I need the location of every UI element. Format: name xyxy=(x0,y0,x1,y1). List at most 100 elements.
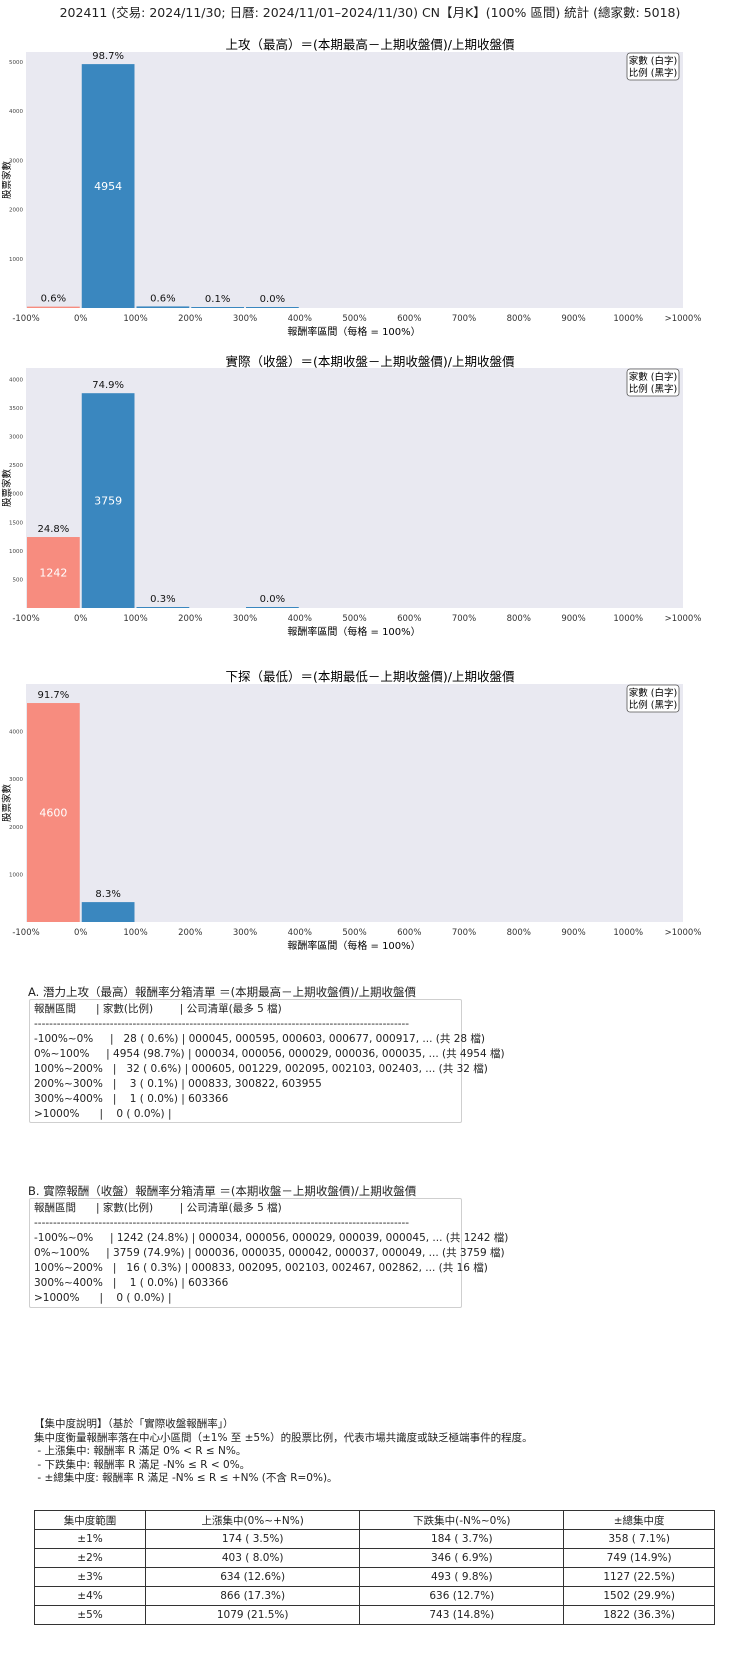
chart-upside: 上攻（最高）＝(本期最高－上期收盤價)/上期收盤價 1000 2000 3000 400… xyxy=(0,34,740,352)
legend-ratio-label: 比例 (黑字) xyxy=(629,383,677,395)
table-header-cell: 上漲集中(0%~+N%) xyxy=(145,1510,361,1530)
chart-upside-svg: 上攻（最高）＝(本期最高－上期收盤價)/上期收盤價 1000 2000 3000 400… xyxy=(1,37,702,338)
x-tick-label: 0% xyxy=(74,928,88,938)
bar-pct-label: 74.9% xyxy=(92,380,124,391)
plot-area xyxy=(26,52,683,308)
table-header-cell: ±總集中度 xyxy=(563,1510,715,1530)
list-a-line: 200%~300% | 3 ( 0.1%) | 000833, 300822, … xyxy=(34,1078,322,1090)
table-header-cell: 集中度範圍 xyxy=(33,1510,147,1530)
table-cell: 634 (12.6%) xyxy=(145,1567,361,1587)
table-cell: ±5% xyxy=(33,1605,147,1625)
table-cell: 184 ( 3.7%) xyxy=(359,1529,565,1549)
table-cell: 1502 (29.9%) xyxy=(563,1586,715,1606)
notes-line: 【集中度說明】（基於「實際收盤報酬率」） xyxy=(34,1418,234,1430)
chart-title: 實際（收盤）＝(本期收盤－上期收盤價)/上期收盤價 xyxy=(226,354,515,369)
list-a-title: A. 潛力上攻（最高）報酬率分箱清單 ＝(本期最高－上期收盤價)/上期收盤價 xyxy=(28,985,416,999)
legend-ratio-label: 比例 (黑字) xyxy=(629,67,677,79)
list-b-line: 300%~400% | 1 ( 0.0%) | 603366 xyxy=(34,1277,229,1289)
y-tick-label: 2000 xyxy=(9,825,23,831)
x-tick-label: 600% xyxy=(397,314,421,324)
table-cell: ±3% xyxy=(33,1567,147,1587)
x-axis-label: 報酬率區間（每格 = 100%） xyxy=(287,625,420,638)
table-cell: 866 (17.3%) xyxy=(145,1586,361,1606)
y-tick-label: 4000 xyxy=(9,730,23,736)
x-tick-label: 100% xyxy=(123,614,147,624)
chart-actual-svg: 實際（收盤）＝(本期收盤－上期收盤價)/上期收盤價 500 1000 1500 2000… xyxy=(1,354,701,638)
y-tick-label: 3000 xyxy=(9,435,23,441)
x-tick-label: 0% xyxy=(74,614,88,624)
concentration-table: 集中度範圍 上漲集中(0%~+N%) 下跌集中(-N%~0%) ±總集中度 ±1% 17… xyxy=(33,1510,715,1625)
legend-frame xyxy=(626,684,680,713)
table-cell: ±2% xyxy=(33,1548,147,1568)
legend-frame xyxy=(626,52,680,81)
x-tick-label: 100% xyxy=(123,314,147,324)
bar-pct-label: 8.3% xyxy=(95,889,120,900)
x-tick-label: 500% xyxy=(342,614,366,624)
y-tick-label: 3000 xyxy=(9,158,23,164)
x-tick-label: 800% xyxy=(507,314,531,324)
x-tick-label: 900% xyxy=(561,314,585,324)
notes-line: - 上漲集中: 報酬率 R 滿足 0% < R ≤ N%。 xyxy=(34,1445,247,1457)
table-cell: 636 (12.7%) xyxy=(359,1586,565,1606)
bar-count-label: 4600 xyxy=(39,807,67,820)
table-row: ±2% 403 ( 8.0%) 346 ( 6.9%) 749 (14.9%) xyxy=(33,1548,715,1568)
table-cell: 749 (14.9%) xyxy=(563,1548,715,1568)
notes-line: - ±總集中度: 報酬率 R 滿足 -N% ≤ R ≤ +N% (不含 R=0%… xyxy=(34,1472,338,1484)
x-tick-label: -100% xyxy=(12,614,39,624)
bar-pct-label: 91.7% xyxy=(37,690,69,701)
x-tick-label: 500% xyxy=(342,928,366,938)
legend-ratio-label: 比例 (黑字) xyxy=(629,699,677,711)
table-cell: 493 ( 9.8%) xyxy=(359,1567,565,1587)
chart-title: 上攻（最高）＝(本期最高－上期收盤價)/上期收盤價 xyxy=(226,37,515,52)
x-tick-label: 800% xyxy=(507,614,531,624)
legend-box: 家數 (白字)比例 (黑字) xyxy=(626,368,680,397)
bar-count-label: 3759 xyxy=(94,495,122,508)
bar xyxy=(81,393,135,608)
x-tick-label: 400% xyxy=(288,614,312,624)
bar-pct-label: 0.6% xyxy=(150,293,175,304)
table-header-row: 集中度範圍 上漲集中(0%~+N%) 下跌集中(-N%~0%) ±總集中度 xyxy=(33,1510,715,1530)
y-tick-label: 3500 xyxy=(9,406,23,412)
table-cell: ±4% xyxy=(33,1586,147,1606)
bar-pct-label: 24.8% xyxy=(37,524,69,535)
list-a-line: >1000% | 0 ( 0.0%) | xyxy=(34,1108,172,1120)
legend-frame xyxy=(626,368,680,397)
x-tick-label: 700% xyxy=(452,614,476,624)
y-tick-label: 2500 xyxy=(9,463,23,469)
bar xyxy=(81,902,135,922)
y-tick-label: 1500 xyxy=(9,520,23,526)
x-tick-label: 300% xyxy=(233,314,257,324)
x-tick-label: 700% xyxy=(452,314,476,324)
bar-pct-label: 0.3% xyxy=(150,594,175,605)
x-tick-label: >1000% xyxy=(665,314,702,324)
x-tick-label: 1000% xyxy=(613,614,643,624)
list-a-line: 0%~100% | 4954 (98.7%) | 000034, 000056,… xyxy=(34,1048,505,1060)
x-axis-label: 報酬率區間（每格 = 100%） xyxy=(287,325,420,338)
table-cell: 174 ( 3.5%) xyxy=(145,1529,361,1549)
y-axis-label: 股票家數 xyxy=(1,469,13,508)
x-tick-label: -100% xyxy=(12,928,39,938)
legend-count-label: 家數 (白字) xyxy=(629,687,677,699)
chart-title: 下探（最低）＝(本期最低－上期收盤價)/上期收盤價 xyxy=(226,669,515,684)
bar xyxy=(136,607,190,608)
bar xyxy=(81,64,135,308)
list-b-line: 0%~100% | 3759 (74.9%) | 000036, 000035,… xyxy=(34,1247,505,1259)
y-tick-label: 1000 xyxy=(9,872,23,878)
y-tick-label: 1000 xyxy=(9,549,23,555)
list-a-line: 100%~200% | 32 ( 0.6%) | 000605, 001229,… xyxy=(34,1063,488,1075)
bar-count-label: 4954 xyxy=(94,180,122,193)
legend-box: 家數 (白字)比例 (黑字) xyxy=(626,684,680,713)
bar xyxy=(246,307,299,308)
concentration-notes: 【集中度說明】（基於「實際收盤報酬率」） 集中度衡量報酬率落在中心小區間（±1% … xyxy=(34,1418,533,1486)
x-tick-label: 1000% xyxy=(613,928,643,938)
legend-box: 家數 (白字)比例 (黑字) xyxy=(626,52,680,81)
table-row: ±1% 174 ( 3.5%) 184 ( 3.7%) 358 ( 7.1%) xyxy=(33,1529,715,1549)
y-tick-label: 4000 xyxy=(9,377,23,383)
x-tick-label: 600% xyxy=(397,928,421,938)
x-tick-label: 900% xyxy=(561,614,585,624)
x-axis-label: 報酬率區間（每格 = 100%） xyxy=(287,939,420,952)
bar-pct-label: 0.1% xyxy=(205,294,230,305)
table-row: ±4% 866 (17.3%) 636 (12.7%) 1502 (29.9%) xyxy=(33,1586,715,1606)
list-b-line: -100%~0% | 1242 (24.8%) | 000034, 000056… xyxy=(34,1232,509,1244)
x-tick-label: 1000% xyxy=(613,314,643,324)
